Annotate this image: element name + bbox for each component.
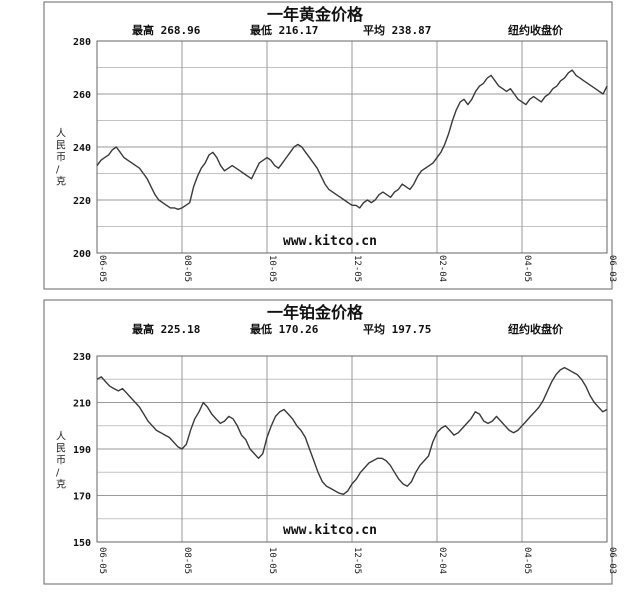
x-tick-label: 02-04: [437, 255, 447, 282]
y-axis-label: 人民币/克: [56, 127, 66, 187]
price-series-line: [96, 366, 608, 495]
x-tick-label: 04-05: [522, 255, 532, 282]
y-tick-label: 280: [73, 37, 91, 48]
x-tick-label: 06-05: [97, 547, 107, 574]
stat-source: 纽约收盘价: [508, 23, 564, 37]
y-tick-label: 200: [73, 249, 91, 260]
x-tick-label: 12-05: [352, 255, 362, 282]
x-tick-label: 12-05: [352, 547, 362, 574]
stat-high: 最高 268.96: [132, 23, 201, 37]
stat-average: 平均 238.87: [363, 23, 431, 37]
x-tick-label: 10-05: [267, 255, 277, 282]
panel-frame: [43, 299, 613, 585]
y-tick-label: 240: [73, 143, 91, 154]
stat-source: 纽约收盘价: [508, 322, 564, 336]
x-tick-label: 06-03: [607, 255, 617, 282]
y-tick-label: 230: [73, 352, 91, 363]
x-tick-label: 04-05: [522, 547, 532, 574]
watermark: www.kitco.cn: [283, 523, 377, 538]
stat-low: 最低 170.26: [250, 322, 319, 336]
y-tick-label: 260: [73, 90, 91, 101]
y-axis-label: 人民币/克: [56, 431, 66, 491]
stat-average: 平均 197.75: [363, 322, 431, 336]
y-tick-label: 170: [73, 492, 91, 503]
y-tick-label: 150: [73, 538, 91, 549]
panel-frame: [43, 1, 613, 290]
y-tick-label: 190: [73, 445, 91, 456]
x-tick-label: 06-05: [97, 255, 107, 282]
price-series-line: [96, 69, 608, 210]
chart-title: 一年黄金价格: [267, 5, 364, 24]
plot-frame: [96, 40, 608, 254]
x-tick-label: 08-05: [182, 255, 192, 282]
stat-high: 最高 225.18: [132, 322, 200, 336]
y-tick-label: 220: [73, 196, 91, 207]
chart-title: 一年铂金价格: [267, 303, 364, 322]
x-tick-label: 10-05: [267, 547, 277, 574]
x-tick-label: 06-03: [607, 547, 617, 574]
x-tick-label: 02-04: [437, 547, 447, 574]
stat-low: 最低 216.17: [250, 23, 318, 37]
plot-frame: [96, 355, 608, 543]
y-tick-label: 210: [73, 399, 91, 410]
x-tick-label: 08-05: [182, 547, 192, 574]
watermark: www.kitco.cn: [283, 234, 377, 249]
